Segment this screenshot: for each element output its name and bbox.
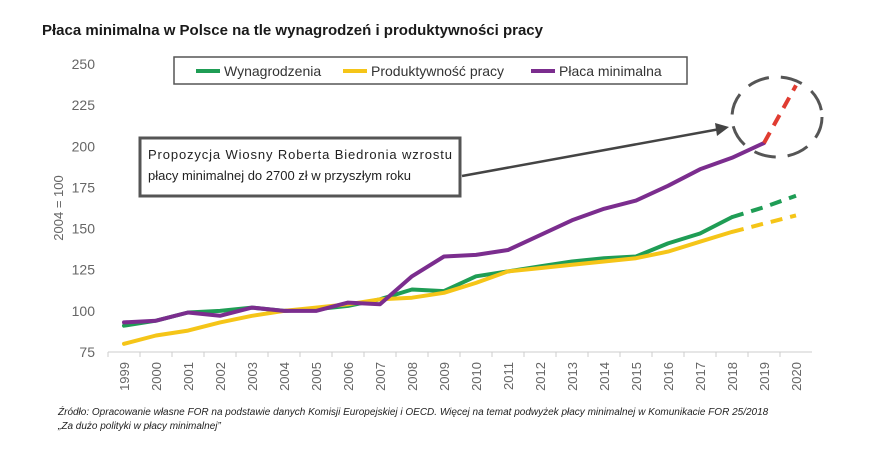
x-tick-label: 2013	[565, 362, 580, 391]
x-tick-label: 2018	[725, 362, 740, 391]
legend-label-3: Płaca minimalna	[559, 63, 662, 79]
annotation-arrow-line	[461, 127, 721, 178]
legend: Wynagrodzenia Produktywność pracy Płaca mi…	[173, 56, 688, 85]
x-tick-label: 1999	[117, 362, 132, 391]
x-tick-label: 2019	[757, 362, 772, 391]
annotation-line-2: płacy minimalnej do 2700 zł w przyszłym …	[148, 168, 411, 183]
x-tick-label: 2001	[181, 362, 196, 391]
annotation-arrow-head	[715, 123, 729, 136]
x-axis: 1999 2000 2001 2002 2003 2004 2005 2006 2007 2008…	[107, 352, 804, 391]
legend-label-1: Wynagrodzenia	[224, 63, 321, 79]
legend-label-2: Produktywność pracy	[371, 63, 504, 79]
source-line-1: Źródło: Opracowanie własne FOR na podsta…	[58, 407, 769, 418]
x-tick-label: 2015	[629, 362, 644, 391]
x-tick-label: 2016	[661, 362, 676, 391]
x-tick-label: 2017	[693, 362, 708, 391]
series-line-1	[122, 215, 734, 328]
y-tick-label: 250	[72, 56, 96, 72]
y-tick-label: 100	[72, 303, 96, 319]
x-tick-label: 2008	[405, 362, 420, 391]
y-axis-label: 2004 = 100	[51, 175, 66, 240]
legend-box	[173, 56, 688, 85]
source-note: Źródło: Opracowanie własne FOR na podsta…	[58, 406, 858, 434]
y-tick-label: 200	[72, 138, 96, 154]
x-tick-label: 2014	[597, 362, 612, 391]
y-tick-label: 225	[72, 97, 96, 113]
y-axis: 75 100 125 150 175 200 225 250	[72, 56, 96, 360]
x-tick-label: 2003	[245, 362, 260, 391]
x-tick-label: 2002	[213, 362, 228, 391]
series-forecast-line-2	[731, 213, 797, 234]
series-forecast-line-1	[731, 193, 797, 220]
x-tick-label: 2005	[309, 362, 324, 391]
forecast-highlight-circle	[730, 75, 824, 159]
series-group	[122, 84, 798, 346]
x-tick-label: 2009	[437, 362, 452, 391]
y-tick-label: 125	[72, 262, 96, 278]
x-tick-label: 2011	[501, 362, 516, 390]
chart-title: Płaca minimalna w Polsce na tle wynagrod…	[42, 22, 543, 39]
x-tick-label: 2010	[469, 362, 484, 391]
series-line-2	[122, 229, 734, 346]
series-line-3	[122, 141, 766, 325]
x-tick-label: 2007	[373, 362, 388, 391]
annotation-line-1: Propozycja Wiosny Roberta Biedronia wzro…	[148, 147, 452, 162]
annotation-box	[138, 136, 462, 198]
x-tick-label: 2020	[789, 362, 804, 391]
y-tick-label: 75	[79, 344, 95, 360]
x-tick-label: 2012	[533, 362, 548, 391]
x-tick-label: 2000	[149, 362, 164, 391]
y-tick-label: 150	[72, 221, 96, 237]
x-tick-label: 2006	[341, 362, 356, 391]
y-tick-label: 175	[72, 179, 96, 195]
x-tick-label: 2004	[277, 362, 292, 391]
series-forecast-line-3	[762, 84, 798, 144]
source-line-2: „Za dużo polityki w płacy minimalnej”	[58, 421, 221, 432]
